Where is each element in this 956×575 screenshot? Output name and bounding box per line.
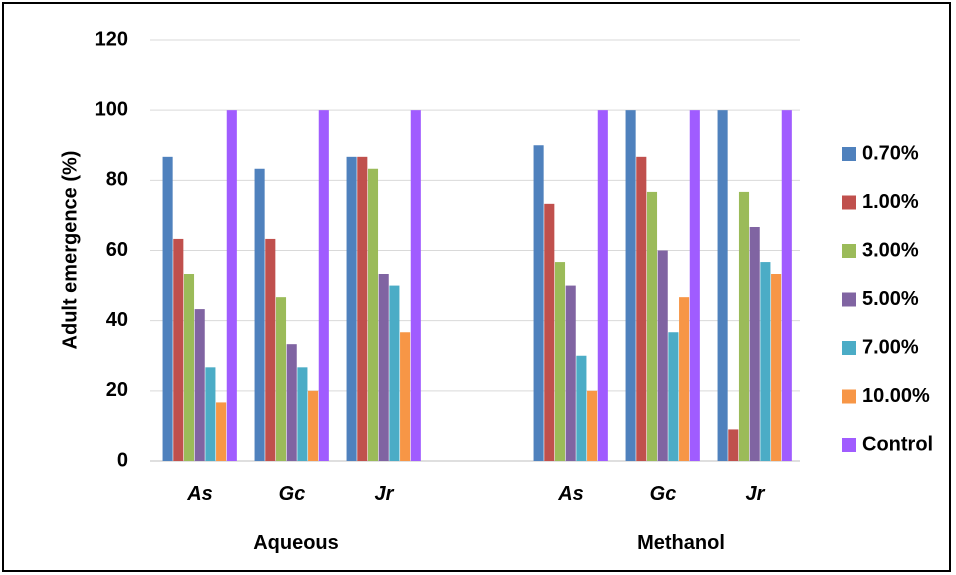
x-category-labels: As Gc Jr As Gc Jr [186, 483, 765, 505]
legend-swatch [842, 292, 856, 307]
x-category-label: As [557, 483, 584, 505]
x-group-label: Aqueous [253, 532, 339, 554]
bar [668, 332, 679, 461]
legend-swatch [842, 438, 856, 452]
bar [717, 110, 728, 462]
bar [576, 355, 587, 461]
legend-label: 3.00% [862, 239, 919, 261]
bar [275, 297, 287, 461]
bars [162, 110, 792, 462]
bar [216, 402, 227, 461]
x-category-label: Gc [279, 483, 306, 505]
x-category-label: Gc [650, 483, 677, 505]
bar [378, 274, 389, 461]
bar [346, 156, 357, 461]
y-axis-label: Adult emergence (%) [59, 151, 81, 350]
x-group-label: Methanol [637, 532, 725, 554]
bar [728, 429, 739, 461]
y-tick-label: 0 [117, 449, 128, 471]
y-tick-label: 80 [106, 169, 128, 191]
bar [554, 262, 566, 461]
bar [646, 191, 658, 461]
bar [400, 332, 411, 461]
bar [357, 156, 368, 461]
bar [226, 110, 237, 462]
bar [587, 390, 598, 461]
bar [308, 390, 319, 461]
legend-label: 7.00% [862, 336, 919, 358]
bar [657, 250, 668, 461]
bar [367, 168, 379, 461]
legend-swatch [842, 244, 856, 258]
bar [597, 110, 608, 462]
bar [689, 110, 700, 462]
bar [286, 344, 297, 461]
bar [194, 309, 205, 461]
bar [544, 203, 555, 461]
bar [389, 285, 400, 461]
bar [679, 297, 690, 461]
legend-swatch [842, 195, 856, 210]
bar [781, 110, 792, 462]
y-tick-label: 100 [95, 98, 128, 120]
legend-label: 5.00% [862, 288, 919, 310]
legend-swatch [842, 147, 856, 161]
bar [760, 262, 771, 461]
bar [205, 367, 216, 461]
bar [162, 156, 173, 461]
bar [749, 226, 760, 461]
legend: 0.70% 1.00% 3.00% 5.00% 7.00% 10.00% Control [842, 142, 933, 455]
legend-swatch [842, 389, 856, 404]
bar [183, 274, 195, 461]
bar [297, 367, 308, 461]
y-tick-label: 120 [95, 28, 128, 50]
bar [254, 168, 265, 461]
x-category-label: As [186, 483, 213, 505]
legend-label: 1.00% [862, 191, 919, 213]
y-tick-label: 40 [106, 309, 128, 331]
legend-swatch [842, 341, 856, 355]
bar [410, 110, 421, 462]
gridlines [150, 39, 800, 462]
bar [533, 145, 544, 461]
legend-label: 0.70% [862, 142, 919, 164]
bar [173, 238, 184, 461]
bar [738, 191, 750, 461]
legend-label: Control [862, 433, 933, 455]
bar [771, 274, 782, 461]
x-category-label: Jr [746, 483, 766, 505]
y-tick-label: 60 [106, 239, 128, 261]
y-axis-ticks: 0 20 40 60 80 100 120 [95, 28, 128, 471]
bar [625, 110, 636, 462]
bar [265, 238, 276, 461]
legend-label: 10.00% [862, 385, 930, 407]
x-group-labels: Aqueous Methanol [253, 532, 725, 554]
bar [636, 156, 647, 461]
bar [318, 110, 329, 462]
x-category-label: Jr [375, 483, 395, 505]
y-tick-label: 20 [106, 379, 128, 401]
bar [565, 285, 576, 461]
